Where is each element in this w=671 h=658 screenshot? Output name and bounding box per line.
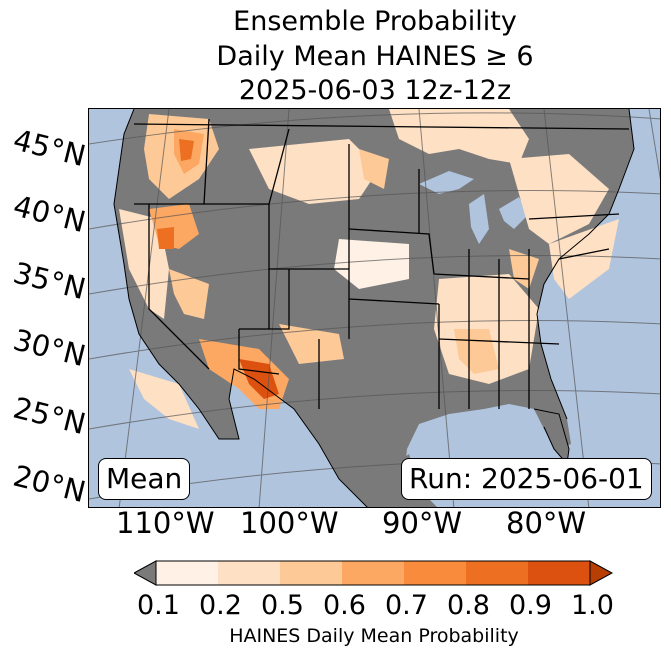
land-mass: [89, 109, 634, 507]
colorbar-tick-label: 0.9: [509, 590, 552, 621]
lat-label-30: 30°N: [9, 322, 90, 374]
lon-label-100: 100°W: [240, 506, 339, 540]
title-line-3: 2025-06-03 12z-12z: [238, 75, 512, 106]
colorbar-tick-label: 1.0: [571, 590, 614, 621]
colorbar-segment: [156, 561, 218, 585]
lat-label-40: 40°N: [9, 188, 90, 240]
probability-fields: [119, 109, 619, 429]
colorbar-tick-label: 0.1: [137, 590, 180, 621]
lat-label-35: 35°N: [9, 255, 90, 307]
run-label: Run: 2025-06-01: [401, 458, 652, 500]
colorbar-tick-label: 0.8: [447, 590, 490, 621]
title-line-1: Ensemble Probability: [233, 6, 517, 37]
colorbar-segment: [280, 561, 342, 585]
lat-label-45: 45°N: [9, 122, 90, 174]
great-lakes: [419, 171, 567, 244]
coastline: [113, 109, 635, 507]
colorbar-title: HAINES Daily Mean Probability: [229, 625, 519, 647]
mean-label: Mean: [98, 458, 191, 500]
colorbar-over-triangle: [589, 560, 614, 586]
lon-label-110: 110°W: [116, 506, 215, 540]
lon-label-80: 80°W: [506, 506, 587, 540]
colorbar-frame: [155, 560, 591, 586]
probability-map: [88, 108, 661, 508]
title-line-2: Daily Mean HAINES ≥ 6: [216, 41, 534, 72]
lat-label-25: 25°N: [9, 390, 90, 442]
colorbar-segment: [466, 561, 528, 585]
colorbar-segment: [528, 561, 590, 585]
colorbar-segment: [218, 561, 280, 585]
colorbar-segment: [342, 561, 404, 585]
colorbar-tick-label: 0.7: [385, 590, 428, 621]
colorbar-under-triangle: [134, 560, 157, 586]
colorbar-tick-label: 0.5: [261, 590, 304, 621]
florida: [534, 409, 569, 464]
lon-label-90: 90°W: [382, 506, 463, 540]
colorbar: [134, 560, 614, 586]
colorbar-tick-label: 0.2: [199, 590, 242, 621]
graticule: [89, 109, 660, 507]
colorbar-segment: [404, 561, 466, 585]
state-borders: [133, 118, 630, 409]
map-canvas: [89, 109, 660, 507]
lat-label-20: 20°N: [9, 458, 90, 510]
colorbar-tick-label: 0.6: [323, 590, 366, 621]
